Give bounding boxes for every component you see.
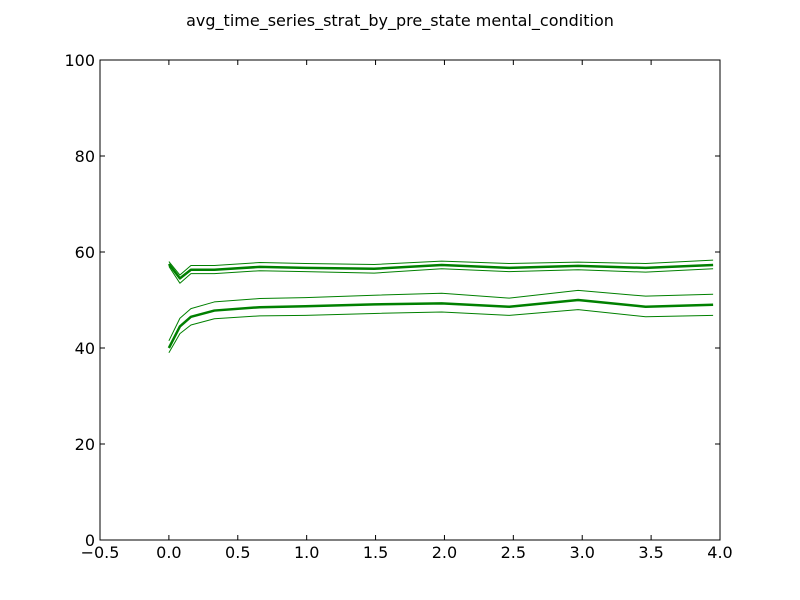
x-tick-label: 0.5 — [225, 543, 250, 562]
y-tick-label: 20 — [75, 435, 95, 454]
y-axis: 0 20 40 60 80 100 — [64, 51, 720, 550]
x-tick-label: −0.5 — [81, 543, 120, 562]
y-tick-label: 80 — [75, 147, 95, 166]
y-tick-label: 60 — [75, 243, 95, 262]
x-tick-label: 4.0 — [707, 543, 732, 562]
series-line-mean-3 — [167, 298, 714, 349]
x-tick-label: 0.0 — [156, 543, 181, 562]
series-layer — [167, 259, 714, 354]
x-tick-label: 1.5 — [363, 543, 388, 562]
y-tick-label: 0 — [85, 531, 95, 550]
series-line-lower-5 — [168, 309, 714, 354]
series-line-mean-0 — [167, 263, 714, 280]
x-tick-label: 3.5 — [638, 543, 663, 562]
x-tick-label: 2.0 — [432, 543, 457, 562]
x-tick-label: 3.0 — [569, 543, 594, 562]
x-axis: −0.5 0.0 0.5 1.0 1.5 2.0 2.5 3.0 3.5 4.0 — [81, 60, 733, 562]
chart-title: avg_time_series_strat_by_pre_state menta… — [186, 11, 614, 31]
y-tick-label: 100 — [64, 51, 95, 70]
x-tick-label: 1.0 — [294, 543, 319, 562]
series-line-upper-4 — [168, 289, 714, 342]
y-tick-label: 40 — [75, 339, 95, 358]
x-tick-label: 2.5 — [501, 543, 526, 562]
series-line-lower-2 — [168, 266, 714, 284]
series-line-upper-1 — [168, 259, 714, 276]
plot-frame — [99, 59, 721, 541]
